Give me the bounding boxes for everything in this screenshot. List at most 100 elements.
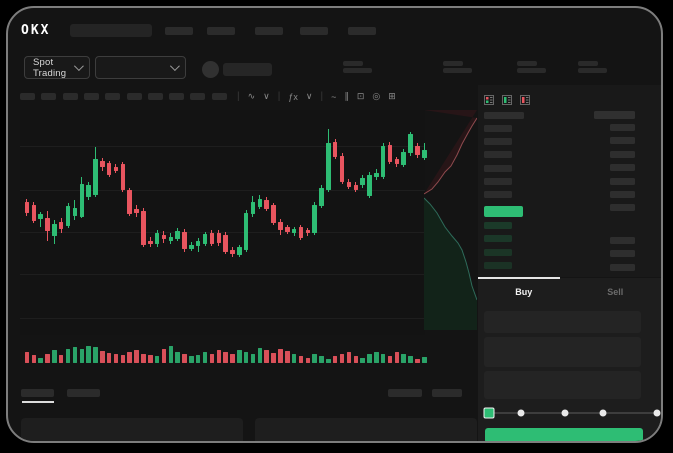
orderbook-mode-asks-icon[interactable]: [520, 92, 530, 105]
candle-body: [230, 250, 235, 254]
topnav-menu-item[interactable]: [300, 27, 328, 35]
market-type-dropdown[interactable]: Spot Trading: [24, 56, 90, 79]
bottom-control-1[interactable]: [388, 389, 422, 397]
slider-track[interactable]: [489, 412, 657, 414]
candle-body: [148, 241, 153, 244]
bottom-tab-history[interactable]: [67, 389, 100, 397]
chart-type-icon[interactable]: ∿: [247, 91, 256, 101]
timeframe-button[interactable]: [211, 93, 227, 100]
orderbook-amount-row: [610, 191, 635, 198]
orderbook-amount-row: [610, 177, 635, 185]
parallel-lines-icon[interactable]: ∥: [344, 91, 349, 101]
slider-stop-dot[interactable]: [561, 409, 569, 417]
timeframe-button[interactable]: [83, 93, 99, 100]
bottom-control-2[interactable]: [432, 389, 462, 397]
timeframe-button[interactable]: [147, 93, 163, 100]
orderbook-ask-row[interactable]: [484, 138, 512, 146]
orderbook-amount-header: [594, 111, 635, 119]
slider-handle[interactable]: [483, 407, 495, 419]
okx-logo: OKX: [21, 22, 50, 38]
line-tool-icon[interactable]: ~: [331, 91, 337, 102]
timeframe-button[interactable]: [105, 93, 121, 100]
tab-buy[interactable]: Buy: [515, 287, 533, 297]
candle-body: [202, 234, 208, 244]
orderbook-ask-row[interactable]: [484, 125, 512, 132]
orderbook-amount-row: [610, 204, 635, 212]
candle-body: [161, 235, 167, 239]
timeframe-button[interactable]: [169, 93, 185, 100]
trade-panel: Buy Sell: [478, 278, 661, 441]
slider-stop-dot[interactable]: [653, 409, 661, 417]
topnav-menu-item[interactable]: [207, 27, 235, 35]
orderbook-amount-row: [610, 250, 635, 258]
orderbook-last-price[interactable]: [484, 206, 523, 217]
pair-dropdown[interactable]: [95, 56, 186, 79]
coin-icon: [202, 61, 219, 78]
total-input[interactable]: [484, 371, 641, 399]
candle-body: [189, 245, 194, 249]
timeframe-button[interactable]: [41, 93, 57, 100]
timeframe-button[interactable]: [126, 93, 142, 100]
settings-icon[interactable]: ◎: [372, 91, 381, 101]
topnav-menu-item[interactable]: [165, 27, 193, 35]
candle-body: [38, 214, 43, 219]
orderbook-amount-row: [610, 237, 635, 244]
buy-submit-button[interactable]: [485, 428, 643, 441]
topnav-menu-item[interactable]: [255, 27, 283, 35]
orderbook-ask-row[interactable]: [484, 191, 512, 198]
volume-bar: [285, 351, 290, 363]
volume-bar: [223, 352, 228, 363]
amount-slider[interactable]: [483, 406, 661, 420]
amount-input[interactable]: [484, 337, 641, 367]
candle-body: [175, 231, 180, 239]
timeframe-button[interactable]: [20, 93, 35, 100]
orderbook-ask-row[interactable]: [484, 164, 512, 172]
depth-chart: [424, 110, 477, 330]
slider-stop-dot[interactable]: [599, 409, 607, 417]
orderbook-mode-all-icon[interactable]: [484, 92, 494, 105]
chevron-down-icon: [73, 61, 84, 72]
timeframe-button[interactable]: [190, 93, 206, 100]
orderbook-bid-row[interactable]: [484, 222, 512, 229]
orderbook-bid-row[interactable]: [484, 248, 512, 256]
orderbook-ask-row[interactable]: [484, 177, 512, 185]
candle-body: [65, 206, 71, 226]
price-input[interactable]: [484, 311, 641, 333]
chevron-down-icon[interactable]: ∨: [305, 91, 313, 101]
orderbook-mode-toggles: [484, 92, 530, 105]
volume-bar: [339, 354, 345, 363]
orderbook-ask-row[interactable]: [484, 151, 512, 159]
candle-body: [243, 213, 249, 250]
indicators-icon[interactable]: ƒx: [288, 91, 298, 102]
candle-body: [45, 218, 50, 231]
orderbook-amount-row: [610, 124, 635, 131]
orderbook-bid-row[interactable]: [484, 235, 512, 243]
orderbook-bid-row[interactable]: [484, 262, 512, 270]
tab-sell[interactable]: Sell: [607, 287, 624, 297]
volume-bar: [422, 357, 427, 363]
volume-bar: [134, 350, 139, 363]
bottom-tab-orders[interactable]: [21, 389, 54, 397]
candle-body: [209, 233, 215, 244]
topnav-menu-item[interactable]: [348, 27, 376, 35]
volume-bar: [168, 346, 174, 363]
volume-bar: [161, 349, 167, 363]
volume-chart: [20, 335, 427, 365]
candle-body: [141, 211, 146, 245]
slider-stop-dot[interactable]: [517, 409, 525, 417]
fullscreen-icon[interactable]: ⊞: [388, 91, 396, 101]
volume-bar: [305, 358, 311, 363]
volume-bar: [189, 356, 194, 363]
okx-logo-text: OKX: [21, 22, 51, 38]
candle-body: [401, 152, 406, 165]
search-placeholder[interactable]: [70, 24, 152, 37]
camera-icon[interactable]: ⊡: [356, 91, 365, 101]
timeframe-button[interactable]: [62, 93, 78, 100]
candle-body: [380, 146, 386, 177]
orders-table-pane: [21, 418, 243, 441]
chevron-down-icon[interactable]: ∨: [263, 91, 270, 101]
orderbook-mode-bids-icon[interactable]: [502, 92, 512, 105]
volume-bar: [113, 354, 119, 363]
candle-body: [24, 202, 30, 213]
stat-value-placeholder: [443, 68, 472, 73]
